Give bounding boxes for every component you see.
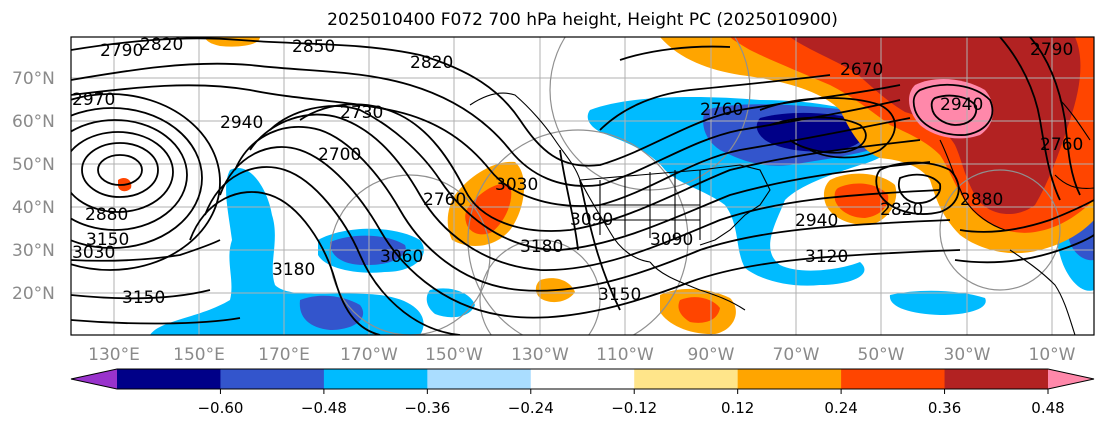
map-frame (70, 36, 1095, 336)
lon-label: 70°W (773, 345, 820, 365)
colorbar: −0.60 −0.48 −0.36 −0.24 −0.12 0.12 0.24 0.36 0.4… (70, 368, 1095, 417)
contour-label: 2820 (410, 53, 453, 73)
contour-label: 2700 (318, 145, 361, 165)
contour-label: 3150 (598, 285, 641, 305)
contour-labels: 2790 2820 2850 2820 2970 2940 2700 2730 … (72, 35, 1083, 308)
anomaly-negative-area (426, 288, 475, 318)
map-gridlines (71, 37, 1094, 335)
anomaly-positive-area (678, 297, 720, 323)
colorbar-segment (530, 369, 635, 389)
contour-label: 3120 (805, 247, 848, 267)
contour-label: 2790 (100, 41, 143, 61)
colorbar-segment (944, 369, 1049, 389)
lon-label: 170°W (340, 345, 398, 365)
contour-label: 2850 (292, 37, 335, 57)
lon-label: 50°W (858, 345, 905, 365)
contour-label: 3060 (380, 247, 423, 267)
colorbar-tick-label: −0.60 (197, 399, 243, 417)
lon-label: 150°W (425, 345, 483, 365)
lon-label: 10°W (1029, 345, 1076, 365)
lat-label: 30°N (12, 241, 55, 261)
colorbar-tick-label: 0.48 (1031, 399, 1064, 417)
colorbar-extend-low (71, 369, 117, 389)
contour-label: 2760 (423, 190, 466, 210)
anomaly-negative-area (150, 168, 424, 335)
colorbar-tick-label: −0.12 (611, 399, 657, 417)
contour-label: 2970 (72, 90, 115, 110)
anomaly-positive-area (834, 183, 889, 218)
contour-label: 2820 (140, 35, 183, 55)
contour-label: 3030 (72, 243, 115, 263)
lat-label: 50°N (12, 155, 55, 175)
colorbar-tick-label: 0.24 (824, 399, 857, 417)
colorbar-extend-high (1048, 369, 1094, 389)
anomaly-positive-area (908, 78, 994, 139)
contour-label: 2880 (85, 205, 128, 225)
contour-label: 2880 (960, 190, 1003, 210)
anomaly-negative-area (889, 290, 986, 315)
contour-label: 3150 (122, 288, 165, 308)
lat-label: 40°N (12, 198, 55, 218)
contour-label: 3180 (520, 237, 563, 257)
lon-label: 30°W (944, 345, 991, 365)
colorbar-tick-label: 0.36 (928, 399, 961, 417)
latitude-labels: 70°N 60°N 50°N 40°N 30°N 20°N (12, 69, 55, 304)
contour-label: 3150 (86, 230, 129, 250)
lon-label: 130°E (88, 345, 140, 365)
colorbar-segment (117, 369, 221, 389)
map-title: 2025010400 F072 700 hPa height, Height P… (327, 10, 838, 30)
contour-label: 2760 (1040, 135, 1083, 155)
contour-label: 2940 (795, 211, 838, 231)
longitude-labels: 130°E 150°E 170°E 170°W 150°W 130°W 110°… (88, 345, 1076, 365)
colorbar-segment (634, 369, 739, 389)
contour-label: 3090 (650, 230, 693, 250)
colorbar-tick-label: 0.12 (721, 399, 754, 417)
lon-label: 170°E (258, 345, 310, 365)
colorbar-segment (841, 369, 946, 389)
lon-label: 90°W (688, 345, 735, 365)
colorbar-segment (220, 369, 325, 389)
colorbar-segment (427, 369, 532, 389)
lat-label: 70°N (12, 69, 55, 89)
lon-label: 130°W (511, 345, 569, 365)
colorbar-tick-label: −0.48 (301, 399, 347, 417)
contour-label: 3180 (272, 260, 315, 280)
contour-label: 3090 (570, 210, 613, 230)
contour-label: 2820 (880, 200, 923, 220)
lat-label: 60°N (12, 112, 55, 132)
colorbar-tick-label: −0.24 (508, 399, 554, 417)
lon-label: 110°W (596, 345, 654, 365)
colorbar-outline (70, 368, 1095, 390)
colorbar-tick-label: −0.36 (404, 399, 450, 417)
anomaly-positive-area (790, 37, 1081, 215)
contour-label: 2940 (940, 95, 983, 115)
colorbar-segment (737, 369, 842, 389)
lon-label: 150°E (173, 345, 225, 365)
height-contours (71, 37, 1094, 335)
lat-label: 20°N (12, 284, 55, 304)
contour-label: 2670 (840, 60, 883, 80)
contour-label: 2760 (700, 100, 743, 120)
contour-label: 2790 (1030, 40, 1073, 60)
contour-label: 2940 (220, 113, 263, 133)
contour-label: 3030 (495, 175, 538, 195)
colorbar-segment (323, 369, 428, 389)
contour-label: 2730 (340, 103, 383, 123)
